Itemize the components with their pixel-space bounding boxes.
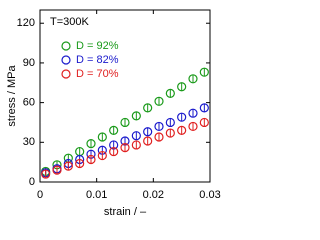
data-point — [188, 108, 198, 118]
data-point — [120, 117, 130, 128]
x-tick-label: 0.02 — [143, 189, 164, 201]
data-point — [109, 146, 119, 157]
data-point — [131, 140, 141, 150]
data-point — [154, 96, 164, 106]
data-point — [177, 125, 187, 135]
data-point — [109, 125, 119, 135]
y-tick-label: 0 — [29, 176, 35, 188]
y-axis-label: stress / MPa — [6, 65, 18, 127]
data-point — [177, 82, 187, 92]
plot-frame — [39, 9, 211, 183]
data-point — [188, 74, 198, 84]
y-tick-label: 120 — [17, 17, 35, 29]
data-point — [199, 103, 209, 113]
chart: strain / – stress / MPa T=300K 0 30 60 90 12… — [6, 9, 221, 218]
data-point — [131, 131, 141, 141]
data-point — [199, 67, 209, 77]
legend-marker — [61, 41, 71, 51]
data-point — [120, 143, 130, 153]
data-point — [143, 103, 153, 113]
y-tick-label: 60 — [23, 97, 35, 109]
data-point — [199, 117, 209, 128]
annotation: T=300K — [50, 16, 89, 28]
data-point — [143, 127, 153, 137]
data-point — [131, 111, 141, 121]
data-point — [41, 169, 51, 179]
data-point — [86, 154, 96, 165]
data-point — [154, 121, 164, 132]
data-point — [165, 88, 175, 98]
legend-marker — [61, 69, 71, 79]
data-point — [97, 150, 107, 161]
data-point — [63, 161, 73, 171]
data-point — [52, 165, 62, 175]
x-tick-label: 0.01 — [86, 189, 107, 201]
x-axis-label: strain / – — [104, 206, 147, 218]
data-point — [177, 112, 187, 122]
x-tick-label: 0 — [37, 189, 43, 201]
data-point — [86, 139, 96, 149]
legend-marker — [61, 55, 71, 65]
data-point — [165, 117, 175, 128]
data-point — [165, 128, 175, 138]
data-point — [154, 132, 164, 142]
y-tick-label: 90 — [23, 57, 35, 69]
data-point — [97, 132, 107, 142]
data-point — [75, 158, 85, 169]
y-tick-label: 30 — [23, 136, 35, 148]
legend-label: D = 70% — [76, 68, 119, 80]
x-tick-label: 0.03 — [199, 189, 220, 201]
data-point — [188, 121, 198, 132]
data-point — [143, 136, 153, 146]
legend-label: D = 82% — [76, 54, 119, 66]
legend-label: D = 92% — [76, 40, 119, 52]
